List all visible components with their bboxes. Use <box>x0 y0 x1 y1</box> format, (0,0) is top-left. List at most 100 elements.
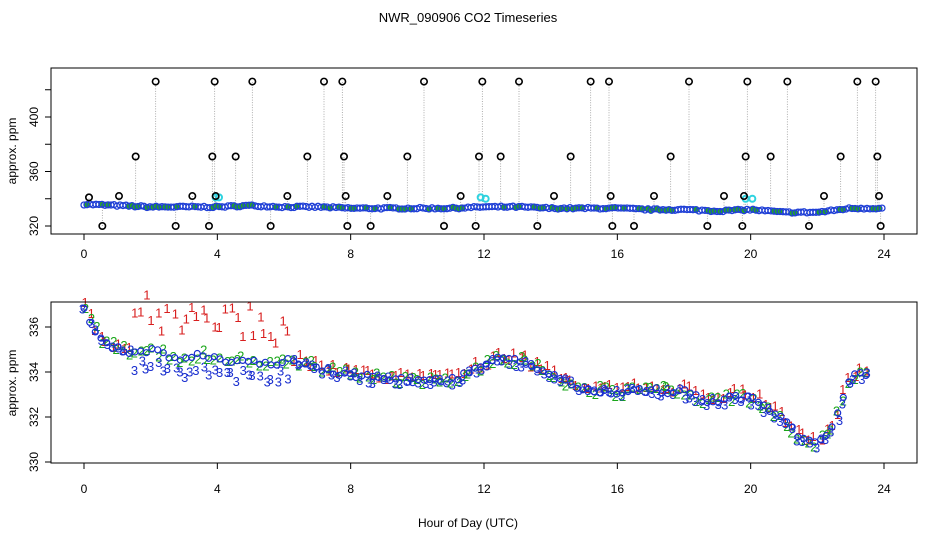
series-3-point: 3 <box>789 421 796 436</box>
spike-point <box>604 77 613 86</box>
series-2-point: 2 <box>840 394 847 409</box>
spike-point <box>719 192 728 201</box>
series-2-point: 2 <box>534 356 541 371</box>
series-2-point: 2 <box>511 357 518 372</box>
series-2-point: 2 <box>574 379 581 394</box>
series-2-point: 2 <box>396 376 403 391</box>
series-3-point: 3 <box>513 359 520 374</box>
series-1-point: 1 <box>178 323 185 338</box>
spike-point <box>496 152 505 161</box>
series-2-point: 2 <box>308 353 315 368</box>
mean-point <box>159 349 167 357</box>
series-2-point: 2 <box>224 354 231 369</box>
spike-point <box>514 77 523 86</box>
series-1-point: 1 <box>665 381 672 396</box>
series-1-point: 1 <box>416 366 423 381</box>
series-1-point: 1 <box>436 367 443 382</box>
series-3-point: 3 <box>380 372 387 387</box>
mean-point <box>91 328 99 336</box>
series-2-point: 2 <box>623 380 630 395</box>
mean-point <box>749 393 757 401</box>
series-2-point: 2 <box>642 379 649 394</box>
series-2-point: 2 <box>373 366 380 381</box>
spike-point <box>666 152 675 161</box>
series-3-point: 3 <box>545 370 552 385</box>
spike-point <box>343 222 352 231</box>
spike-point <box>98 222 107 231</box>
series-1-point: 1 <box>155 306 162 321</box>
series-1-point: 1 <box>597 380 604 395</box>
series-2-point: 2 <box>336 364 343 379</box>
series-1-point: 1 <box>643 380 650 395</box>
bottom-x-tick-label: 0 <box>81 482 88 496</box>
series-3-point: 3 <box>691 394 698 409</box>
series-1-point: 1 <box>284 324 291 339</box>
series-1-point: 1 <box>705 390 712 405</box>
series-3-point: 3 <box>776 414 783 429</box>
series-2-point: 2 <box>282 356 289 371</box>
series-1-point: 1 <box>787 419 794 434</box>
series-2-point: 2 <box>138 344 145 359</box>
mean-point <box>409 379 417 387</box>
series-1-point: 1 <box>267 329 274 344</box>
series-1-point: 1 <box>215 320 222 335</box>
series-2-point: 2 <box>662 379 669 394</box>
mean-point <box>641 388 649 396</box>
series-3-point: 3 <box>405 374 412 389</box>
series-3-point: 3 <box>147 359 154 374</box>
series-2-point: 2 <box>419 377 426 392</box>
series-3-point: 3 <box>284 372 291 387</box>
mean-point <box>142 349 150 357</box>
cyan-point <box>748 194 757 203</box>
series-2-point: 2 <box>99 336 106 351</box>
series-1-point: 1 <box>592 378 599 393</box>
series-2-point: 2 <box>234 352 241 367</box>
mean-point <box>516 358 524 366</box>
series-3-point: 3 <box>459 373 466 388</box>
spike-point <box>608 222 617 231</box>
series-1-point: 1 <box>239 329 246 344</box>
series-2-point: 2 <box>699 396 706 411</box>
series-3-point: 3 <box>176 365 183 380</box>
series-2-point: 2 <box>454 374 461 389</box>
series-1-point: 1 <box>710 392 717 407</box>
series-1-point: 1 <box>839 382 846 397</box>
series-3-point: 3 <box>92 323 99 338</box>
series-1-point: 1 <box>131 305 138 320</box>
mean-point <box>737 396 745 404</box>
series-1-point: 1 <box>781 415 788 430</box>
series-1-point: 1 <box>455 365 462 380</box>
series-2-point: 2 <box>518 349 525 364</box>
top-x-tick-label: 4 <box>214 247 221 261</box>
mean-point <box>681 386 689 394</box>
series-2-point: 2 <box>539 363 546 378</box>
mean-point <box>828 423 836 431</box>
series-3-point: 3 <box>813 440 820 455</box>
series-1-point: 1 <box>518 350 525 365</box>
series-2-point: 2 <box>203 352 210 367</box>
top-x-tick-label: 8 <box>347 247 354 261</box>
bottom-x-tick-label: 24 <box>877 482 891 496</box>
mean-point <box>290 357 298 365</box>
series-2-point: 2 <box>311 359 318 374</box>
series-3-point: 3 <box>295 358 302 373</box>
series-1-point: 1 <box>222 302 229 317</box>
series-3-point: 3 <box>584 383 591 398</box>
series-2-point: 2 <box>723 387 730 402</box>
series-2-point: 2 <box>93 319 100 334</box>
series-2-point: 2 <box>562 378 569 393</box>
series-2-point: 2 <box>776 408 783 423</box>
mean-point <box>216 355 224 363</box>
series-1-point: 1 <box>200 303 207 318</box>
series-3-point: 3 <box>686 390 693 405</box>
series-2-point: 2 <box>653 381 660 396</box>
mean-point <box>845 378 853 386</box>
spike-point <box>151 77 160 86</box>
series-2-point: 2 <box>143 343 150 358</box>
series-2-point: 2 <box>181 350 188 365</box>
series-3-point: 3 <box>798 434 805 449</box>
spike-point <box>303 152 312 161</box>
series-2-point: 2 <box>216 351 223 366</box>
series-1-point: 1 <box>296 347 303 362</box>
